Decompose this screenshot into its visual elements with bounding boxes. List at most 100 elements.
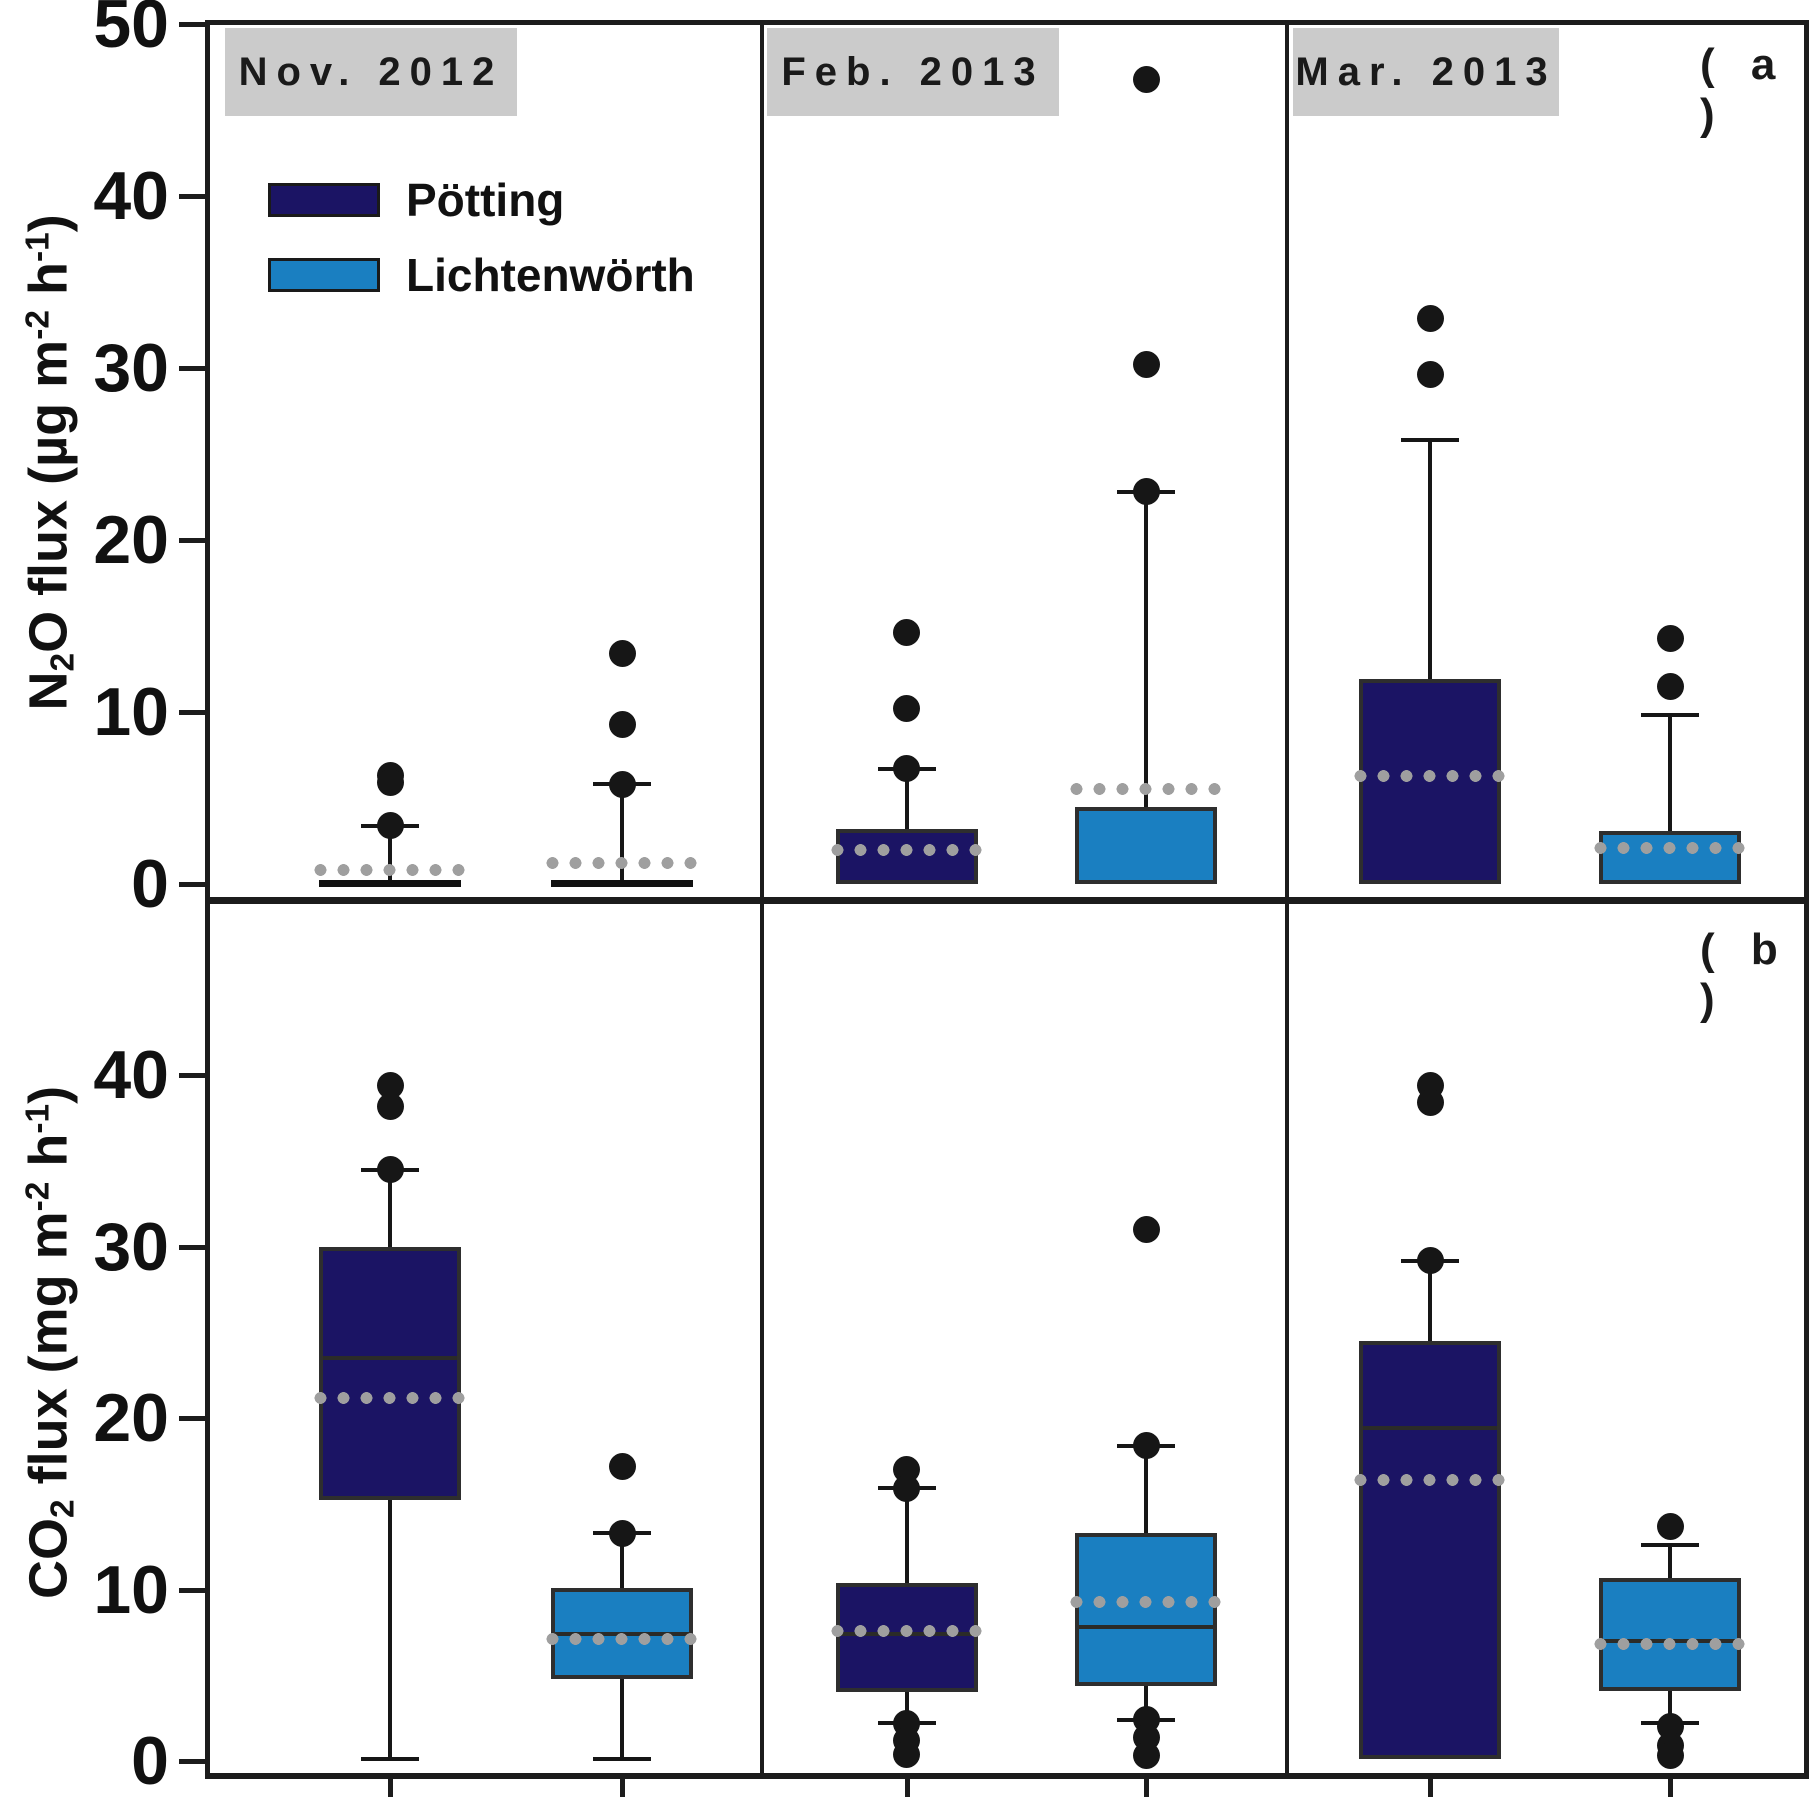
boxplot-mar-2013-lichtenw-rth-outlier-dot	[1656, 1512, 1684, 1540]
boxplot-mar-2013-p-tting-mean-line	[1349, 768, 1512, 783]
y-tick-label: 0	[131, 1723, 169, 1797]
boxplot-feb-2013-p-tting-outlier-dot	[893, 1740, 921, 1768]
boxplot-mar-2013-lichtenw-rth-box	[1599, 1577, 1742, 1691]
boxplot-nov-2012-lichtenw-rth-outlier-dot	[608, 710, 636, 738]
boxplot-feb-2013-p-tting-whisker-high	[904, 768, 909, 829]
boxplot-feb-2013-lichtenw-rth-mean-line	[1065, 782, 1227, 797]
boxplot-nov-2012-p-tting-mean-line	[309, 863, 472, 878]
boxplot-nov-2012-lichtenw-rth-whisker-high	[620, 784, 624, 880]
y-axis-tick	[179, 538, 205, 543]
y-axis-title-part: h	[18, 262, 79, 311]
boxplot-feb-2013-lichtenw-rth-outlier-dot	[1132, 65, 1160, 93]
boxplot-feb-2013-p-tting-outlier-dot	[893, 619, 921, 647]
boxplot-nov-2012-lichtenw-rth-outlier-dot	[608, 640, 636, 668]
x-axis-tick-lichtenw-rth	[1144, 1777, 1149, 1797]
boxplot-mar-2013-lichtenw-rth-outlier-dot	[1656, 624, 1684, 652]
y-axis-tick	[179, 1759, 205, 1764]
boxplot-nov-2012-lichtenw-rth-flat-box	[551, 880, 693, 887]
y-axis-tick	[179, 882, 205, 887]
y-axis-tick	[179, 1073, 205, 1079]
y-axis-title-part: 2	[44, 652, 82, 672]
y-tick-label: 20	[93, 1380, 169, 1457]
y-axis-tick	[179, 1244, 205, 1250]
boxplot-nov-2012-lichtenw-rth-outlier-dot	[608, 770, 636, 798]
panel-header-nov-2012: Nov. 2012	[225, 28, 517, 116]
x-axis-tick-p-tting	[904, 1777, 910, 1797]
boxplot-nov-2012-lichtenw-rth-outlier-dot	[608, 1452, 636, 1480]
y-tick-label: 0	[131, 846, 169, 922]
y-axis-title-part: 2	[44, 1499, 82, 1518]
x-axis-tick-lichtenw-rth	[1668, 1777, 1674, 1797]
boxplot-feb-2013-p-tting-outlier-dot	[893, 695, 921, 723]
boxplot-mar-2013-p-tting-outlier-dot	[1416, 361, 1444, 389]
y-axis-title-part: -2	[19, 1181, 57, 1212]
boxplot-nov-2012-p-tting-outlier-dot	[376, 812, 404, 840]
boxplot-nov-2012-lichtenw-rth-whisker-high	[620, 1533, 624, 1588]
boxplot-feb-2013-p-tting-whisker-low	[904, 1692, 909, 1724]
boxplot-nov-2012-p-tting-box	[319, 1246, 462, 1501]
boxplot-mar-2013-p-tting-mean-line	[1349, 1472, 1512, 1487]
y-tick-label: 10	[93, 1551, 169, 1628]
y-tick-label: 30	[93, 1208, 169, 1285]
y-axis-tick	[179, 194, 205, 199]
boxplot-mar-2013-p-tting-whisker-high	[1428, 440, 1433, 680]
panel-divider-2	[1285, 20, 1289, 1779]
boxplot-mar-2013-lichtenw-rth-whisker-high	[1668, 1545, 1673, 1578]
boxplot-mar-2013-lichtenw-rth-outlier-dot	[1656, 1742, 1684, 1770]
boxplot-mar-2013-lichtenw-rth-whisker-high-cap	[1641, 1543, 1700, 1548]
boxplot-nov-2012-p-tting-outlier-dot	[376, 1156, 404, 1184]
y-axis-tick	[179, 710, 205, 715]
boxplot-mar-2013-p-tting-outlier-dot	[1416, 1247, 1444, 1274]
boxplot-feb-2013-p-tting-outlier-dot	[893, 1474, 921, 1502]
boxplot-mar-2013-lichtenw-rth-whisker-high	[1668, 715, 1673, 831]
boxplot-nov-2012-p-tting-flat-box	[319, 880, 462, 887]
boxplot-mar-2013-lichtenw-rth-whisker-high-cap	[1641, 713, 1700, 718]
legend-label-lichtenwoerth: Lichtenwörth	[406, 249, 695, 301]
boxplot-nov-2012-lichtenw-rth-whisker-low-cap	[593, 1757, 651, 1762]
panel-letter-a: ( a )	[1700, 40, 1788, 139]
boxplot-mar-2013-lichtenw-rth-box	[1599, 830, 1742, 884]
boxplot-nov-2012-lichtenw-rth-mean-line	[541, 1632, 703, 1647]
boxplot-feb-2013-p-tting-mean-line	[825, 1623, 988, 1638]
boxplot-nov-2012-lichtenw-rth-whisker-low	[620, 1678, 624, 1760]
y-axis-tick	[179, 1416, 205, 1422]
boxplot-feb-2013-lichtenw-rth-outlier-dot	[1132, 351, 1160, 379]
y-tick-label: 30	[93, 330, 169, 406]
boxplot-feb-2013-lichtenw-rth-outlier-dot	[1132, 1432, 1160, 1460]
y-tick-label: 20	[93, 502, 169, 578]
x-axis-tick-p-tting	[1428, 1777, 1434, 1797]
boxplot-feb-2013-lichtenw-rth-median-line	[1079, 1625, 1213, 1630]
x-axis-tick-lichtenw-rth	[620, 1777, 625, 1797]
boxplot-feb-2013-p-tting-whisker-high	[904, 1488, 909, 1583]
boxplot-nov-2012-p-tting-mean-line	[309, 1390, 472, 1405]
legend-swatch-potting	[268, 183, 380, 217]
frame-bottom-border	[205, 1773, 1809, 1779]
boxplot-nov-2012-p-tting-outlier-dot	[376, 769, 404, 797]
x-axis-tick-p-tting	[388, 1777, 394, 1797]
boxplot-feb-2013-lichtenw-rth-mean-line	[1065, 1594, 1227, 1609]
y-tick-label: 40	[93, 158, 169, 234]
y-axis-title-part: -1	[19, 232, 57, 263]
boxplot-nov-2012-lichtenw-rth-outlier-dot	[608, 1519, 636, 1547]
frame-row-separator	[205, 897, 1809, 904]
boxplot-nov-2012-p-tting-outlier-dot	[376, 1092, 404, 1120]
y-tick-label: 10	[93, 674, 169, 750]
panel-divider-1	[760, 20, 764, 1779]
boxplot-mar-2013-p-tting-outlier-dot	[1416, 304, 1444, 332]
boxplot-feb-2013-lichtenw-rth-box	[1075, 806, 1217, 884]
boxplot-feb-2013-lichtenw-rth-whisker-high	[1144, 1445, 1148, 1534]
frame-top-border	[205, 20, 1809, 25]
boxplot-feb-2013-lichtenw-rth-whisker-low	[1144, 1685, 1148, 1720]
boxplot-mar-2013-p-tting-median-line	[1363, 1426, 1498, 1431]
y-tick-label: 50	[93, 0, 169, 62]
boxplot-feb-2013-lichtenw-rth-box	[1075, 1533, 1217, 1686]
boxplot-mar-2013-p-tting-whisker-high	[1428, 1260, 1433, 1342]
boxplot-feb-2013-lichtenw-rth-outlier-dot	[1132, 1216, 1160, 1244]
boxplot-mar-2013-p-tting-whisker-high-cap	[1401, 438, 1460, 443]
y-axis-title-part: h	[18, 1133, 79, 1182]
panel-letter-b: ( b )	[1700, 925, 1790, 1024]
y-axis-tick	[179, 22, 205, 27]
boxplot-feb-2013-lichtenw-rth-whisker-high	[1144, 491, 1148, 807]
boxplot-mar-2013-lichtenw-rth-mean-line	[1589, 1637, 1752, 1652]
